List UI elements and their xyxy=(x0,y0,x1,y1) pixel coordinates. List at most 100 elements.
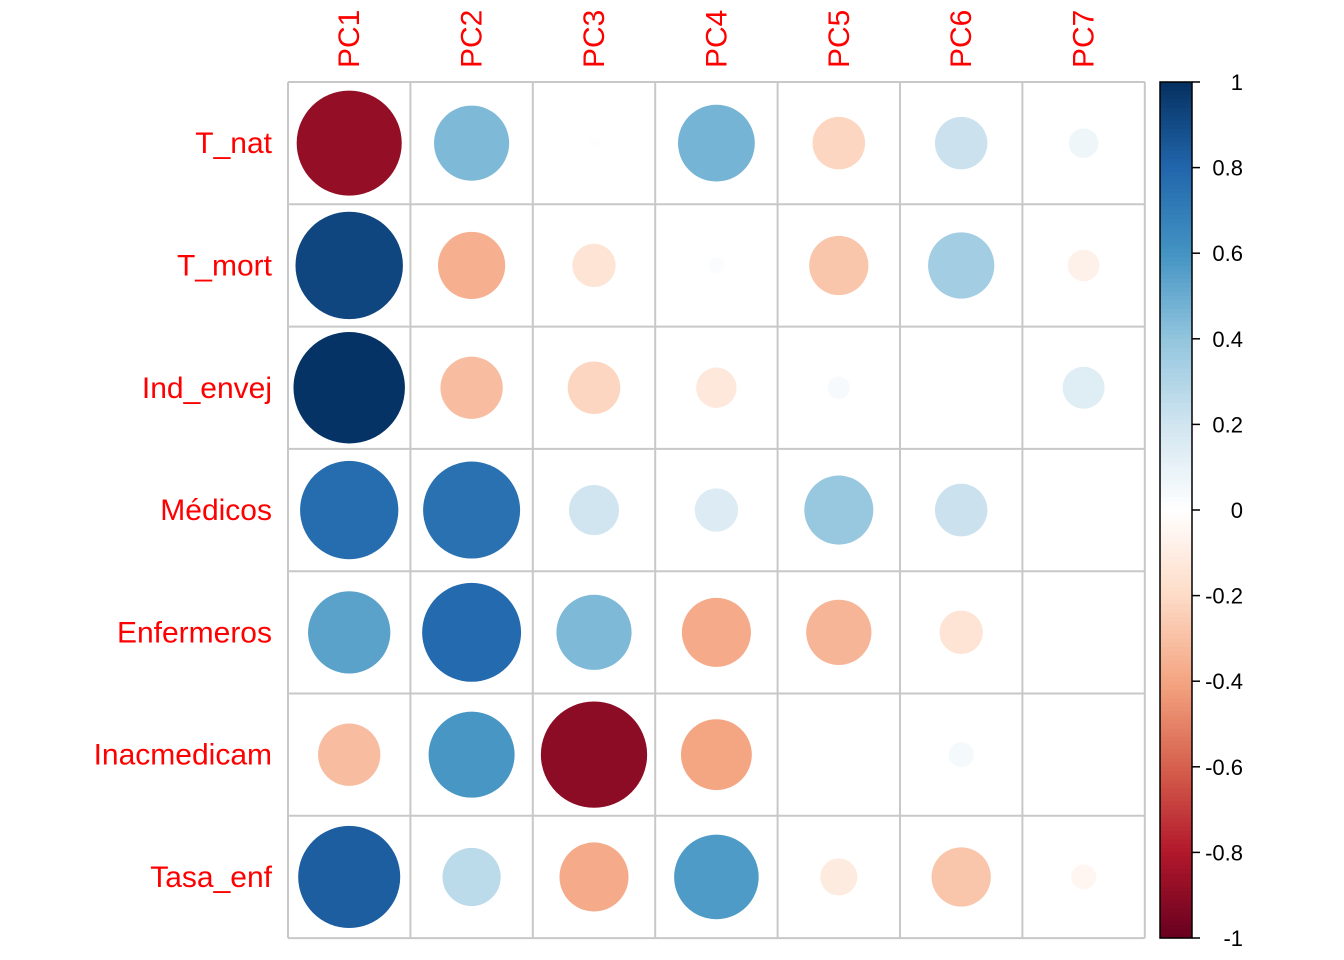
corr-circle-Tasa_enf-PC5 xyxy=(820,858,858,896)
colorbar-slice xyxy=(1160,159,1192,164)
corr-circle-Tasa_enf-PC7 xyxy=(1071,864,1097,890)
colorbar-slice xyxy=(1160,531,1192,537)
column-label: PC6 xyxy=(945,10,978,68)
colorbar-slice xyxy=(1160,569,1192,575)
colorbar-slice xyxy=(1160,308,1192,314)
corr-circle-Inacmedicam-PC2 xyxy=(428,711,515,798)
row-label: T_nat xyxy=(195,127,272,160)
colorbar-slice xyxy=(1160,869,1192,875)
colorbar-slice xyxy=(1160,903,1192,909)
colorbar-slice xyxy=(1160,501,1192,507)
colorbar-slice xyxy=(1160,227,1192,233)
colorbar-slice xyxy=(1160,518,1192,524)
colorbar-slice xyxy=(1160,411,1192,417)
colorbar-slice xyxy=(1160,441,1192,447)
colorbar-slice xyxy=(1160,150,1192,156)
colorbar-slice xyxy=(1160,890,1192,896)
colorbar-slice xyxy=(1160,253,1192,259)
colorbar-slice xyxy=(1160,724,1192,729)
colorbar-slice xyxy=(1160,933,1192,939)
colorbar-slice xyxy=(1160,458,1192,464)
colorbar-slice xyxy=(1160,809,1192,815)
corr-circle-T_nat-PC5 xyxy=(812,116,866,170)
colorbar-slice xyxy=(1160,608,1192,614)
colorbar-slice xyxy=(1160,480,1192,485)
row-label: Médicos xyxy=(160,494,272,527)
colorbar-slice xyxy=(1160,655,1192,661)
colorbar-slice xyxy=(1160,403,1192,408)
colorbar-slice xyxy=(1160,544,1192,550)
column-labels: PC1 PC2 PC3 PC4 PC5 PC6 PC7 xyxy=(333,10,1100,68)
colorbar-tick-label: -0.6 xyxy=(1205,755,1243,780)
colorbar-slice xyxy=(1160,920,1192,926)
colorbar-slice xyxy=(1160,184,1192,190)
colorbar-slice xyxy=(1160,642,1192,648)
corr-circle-Médicos-PC5 xyxy=(804,475,874,545)
colorbar-slice xyxy=(1160,189,1192,194)
colorbar-slice xyxy=(1160,82,1192,87)
corr-circle-Médicos-PC4 xyxy=(694,488,739,532)
colorbar-slice xyxy=(1160,617,1192,622)
colorbar-slice xyxy=(1160,381,1192,387)
colorbar-slice xyxy=(1160,266,1192,271)
colorbar-slice xyxy=(1160,527,1192,532)
colorbar-slice xyxy=(1160,385,1192,391)
colorbar-slice xyxy=(1160,146,1192,152)
colorbar-slice xyxy=(1160,839,1192,845)
row-label: T_mort xyxy=(177,249,273,282)
colorbar-slice xyxy=(1160,505,1192,511)
colorbar-slice xyxy=(1160,646,1192,652)
colorbar-slice xyxy=(1160,604,1192,610)
colorbar-slice xyxy=(1160,925,1192,931)
corr-circle-Tasa_enf-PC4 xyxy=(674,834,759,920)
colorbar-slice xyxy=(1160,822,1192,828)
colorbar-slice xyxy=(1160,732,1192,738)
colorbar-slice xyxy=(1160,475,1192,481)
colorbar-slice xyxy=(1160,685,1192,691)
colorbar-slice xyxy=(1160,552,1192,558)
colorbar-slice xyxy=(1160,103,1192,109)
corr-circle-Tasa_enf-PC6 xyxy=(931,847,991,907)
colorbar-slice xyxy=(1160,313,1192,318)
colorbar-slice xyxy=(1160,745,1192,751)
plot-grid xyxy=(287,81,1146,940)
corr-circle-T_nat-PC4 xyxy=(678,104,755,182)
colorbar-slice xyxy=(1160,591,1192,597)
colorbar-slice xyxy=(1160,860,1192,866)
colorbar-slice xyxy=(1160,856,1192,862)
colorbar-tick-label: 0.8 xyxy=(1212,156,1243,181)
corr-circle-Ind_envej-PC3 xyxy=(567,361,621,415)
colorbar-slice xyxy=(1160,428,1192,434)
corr-circle-Enfermeros-PC1 xyxy=(308,591,391,674)
colorbar-slice xyxy=(1160,899,1192,905)
colorbar-slice xyxy=(1160,206,1192,211)
colorbar-slice xyxy=(1160,728,1192,734)
colorbar-slice xyxy=(1160,672,1192,678)
column-label: PC3 xyxy=(578,10,611,68)
colorbar-slice xyxy=(1160,287,1192,293)
colorbar-slice xyxy=(1160,612,1192,618)
colorbar-slice xyxy=(1160,488,1192,494)
colorbar-slice xyxy=(1160,218,1192,224)
colorbar-slice xyxy=(1160,398,1192,404)
colorbar-slice xyxy=(1160,193,1192,199)
colorbar-slice xyxy=(1160,244,1192,250)
colorbar-slice xyxy=(1160,813,1192,819)
colorbar-slice xyxy=(1160,865,1192,871)
corr-circle-T_mort-PC5 xyxy=(809,235,869,296)
colorbar-slice xyxy=(1160,270,1192,276)
colorbar-slice xyxy=(1160,522,1192,528)
corr-circle-Ind_envej-PC5 xyxy=(827,376,850,399)
corr-circle-Tasa_enf-PC1 xyxy=(298,825,401,928)
colorbar-slice xyxy=(1160,394,1192,400)
corr-circle-Ind_envej-PC1 xyxy=(293,332,405,444)
colorbar-slice xyxy=(1160,736,1192,742)
corr-circle-Inacmedicam-PC1 xyxy=(318,723,381,786)
colorbar-slice xyxy=(1160,325,1192,331)
colorbar-slice xyxy=(1160,274,1192,280)
colorbar-slice xyxy=(1160,450,1192,455)
corr-circle-Tasa_enf-PC2 xyxy=(442,847,501,907)
colorbar-slice xyxy=(1160,133,1192,139)
colorbar-slice xyxy=(1160,587,1192,592)
corr-circle-T_mort-PC1 xyxy=(295,211,403,320)
